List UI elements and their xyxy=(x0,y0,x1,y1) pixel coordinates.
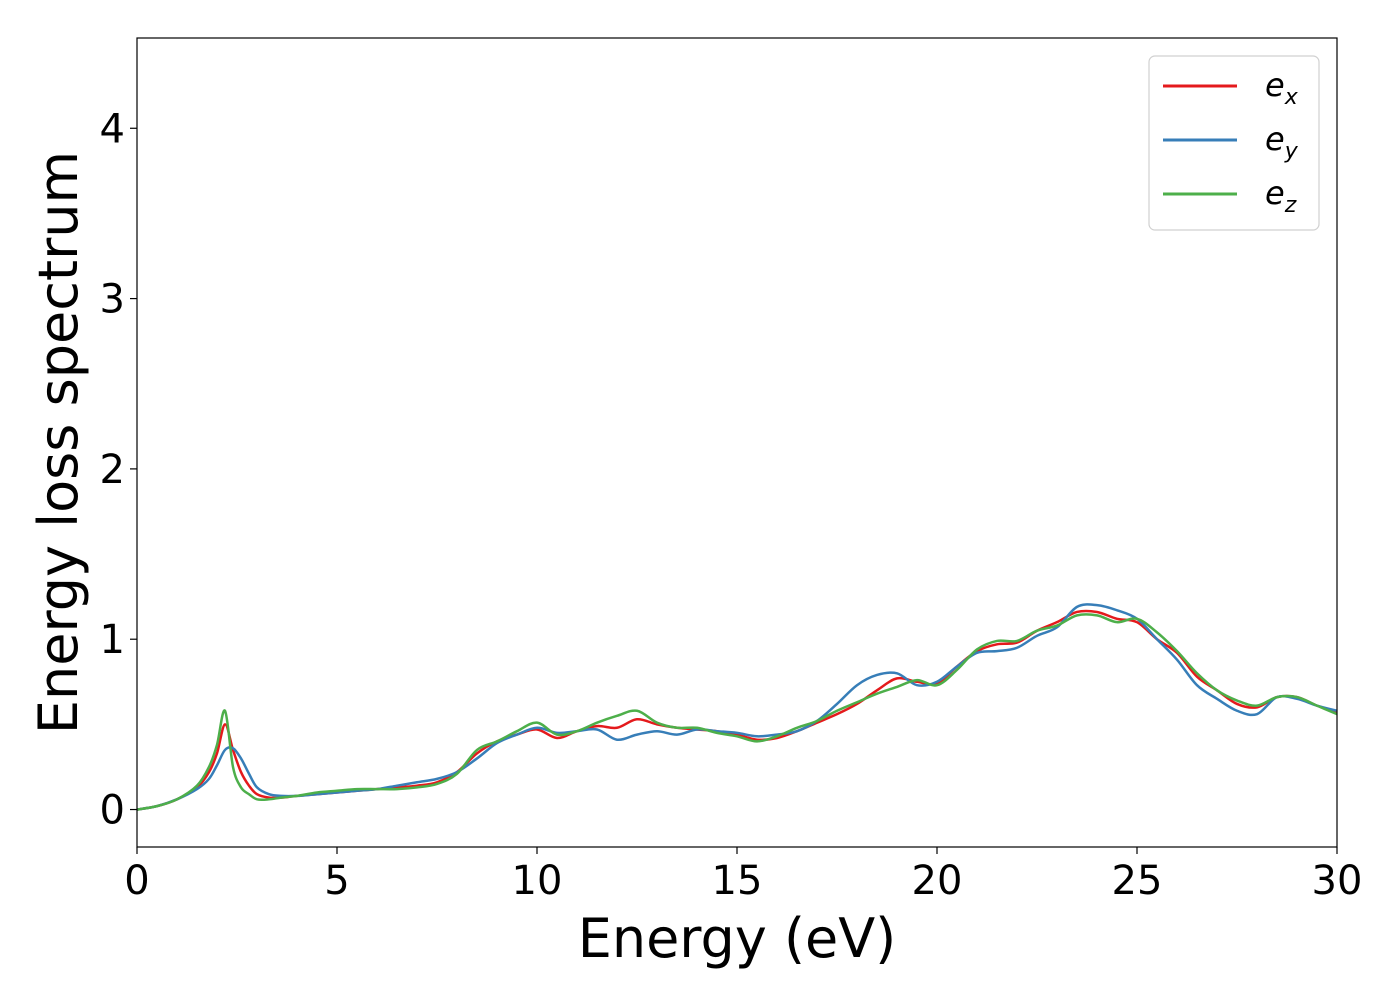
x-tick-label: 25 xyxy=(1112,858,1163,904)
y-axis-label: Energy loss spectrum xyxy=(27,151,90,734)
legend-label-subscript: y xyxy=(1284,139,1299,164)
x-axis-label: Energy (eV) xyxy=(578,907,897,970)
x-tick-label: 0 xyxy=(124,858,149,904)
y-tick-label: 4 xyxy=(100,106,125,152)
series-line-ez xyxy=(137,613,1337,811)
x-tick-label: 20 xyxy=(912,858,963,904)
y-axis-ticks: 0 1 2 3 4 xyxy=(100,106,137,834)
y-tick-label: 0 xyxy=(100,788,125,834)
legend-label-subscript: x xyxy=(1284,85,1299,110)
legend-label-base: e xyxy=(1265,174,1285,212)
legend-label-ey: ey xyxy=(1265,120,1299,164)
plot-lines xyxy=(137,603,1337,811)
legend-box xyxy=(1148,55,1320,231)
legend-label-base: e xyxy=(1265,66,1285,104)
legend-label-ez: ez xyxy=(1265,174,1297,218)
x-tick-label: 10 xyxy=(512,858,563,904)
y-tick-label: 1 xyxy=(100,617,125,663)
y-tick-label: 2 xyxy=(100,447,125,493)
series-line-ey xyxy=(137,603,1337,811)
x-axis-ticks: 0 5 10 15 20 25 30 xyxy=(124,847,1362,904)
y-tick-label: 3 xyxy=(100,277,125,323)
x-tick-label: 5 xyxy=(324,858,349,904)
legend-label-ex: ex xyxy=(1265,66,1299,110)
x-tick-label: 15 xyxy=(712,858,763,904)
x-tick-label: 30 xyxy=(1312,858,1363,904)
legend-label-base: e xyxy=(1265,120,1285,158)
legend-label-subscript: z xyxy=(1284,193,1297,218)
